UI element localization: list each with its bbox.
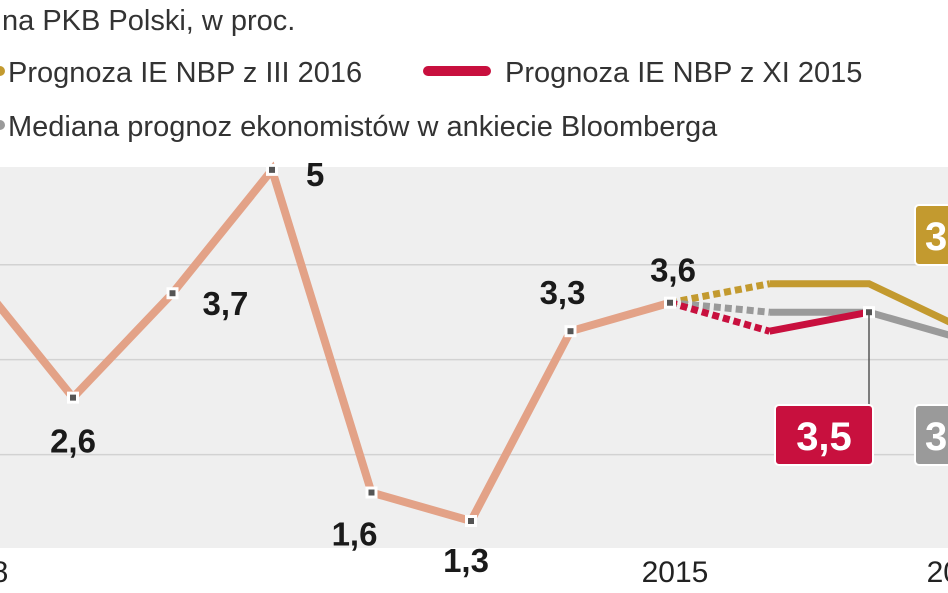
data-label: 3,3 (540, 274, 586, 311)
data-label: 2,6 (50, 423, 96, 460)
data-point-marker-core (269, 166, 275, 173)
plot-area (0, 167, 948, 548)
data-point-marker-core (667, 299, 673, 306)
value-box (774, 404, 874, 466)
data-point-marker-core (70, 394, 76, 401)
legend-label-nbp-iii-2016: Prognoza IE NBP z III 2016 (8, 57, 362, 89)
data-label: 5 (306, 156, 324, 193)
data-label: 3,6 (650, 252, 696, 289)
series-line-actual (0, 161, 672, 526)
series-line-forecast-3 (768, 308, 870, 335)
series-line-forecast-1 (769, 280, 948, 326)
value-box-label: 3,5 (796, 415, 852, 459)
data-label: 1,6 (332, 516, 378, 553)
data-label: 1,3 (443, 542, 489, 579)
data-label: 3,7 (203, 285, 249, 322)
x-tick-label: 2018 (927, 556, 948, 589)
data-point-marker-core (169, 290, 176, 297)
value-box (914, 204, 948, 266)
series-line-dotted-3 (669, 299, 771, 335)
data-point-marker-core (368, 489, 375, 496)
value-box-label: 3 (925, 215, 947, 259)
chart-subtitle: na PKB Polski, w proc. (2, 5, 295, 37)
x-tick-label: 2015 (642, 556, 709, 589)
value-box-label: 3 (925, 415, 947, 459)
x-tick-label: 2008 (0, 556, 8, 589)
legend-label-nbp-xi-2015: Prognoza IE NBP z XI 2015 (505, 57, 862, 89)
data-point-marker-core (468, 518, 474, 524)
legend-label-bloomberg: Mediana prognoz ekonomistów w ankiecie B… (8, 111, 718, 143)
value-box (914, 404, 948, 466)
series-line-dotted-1 (669, 280, 771, 307)
data-point-marker-core (567, 328, 574, 335)
